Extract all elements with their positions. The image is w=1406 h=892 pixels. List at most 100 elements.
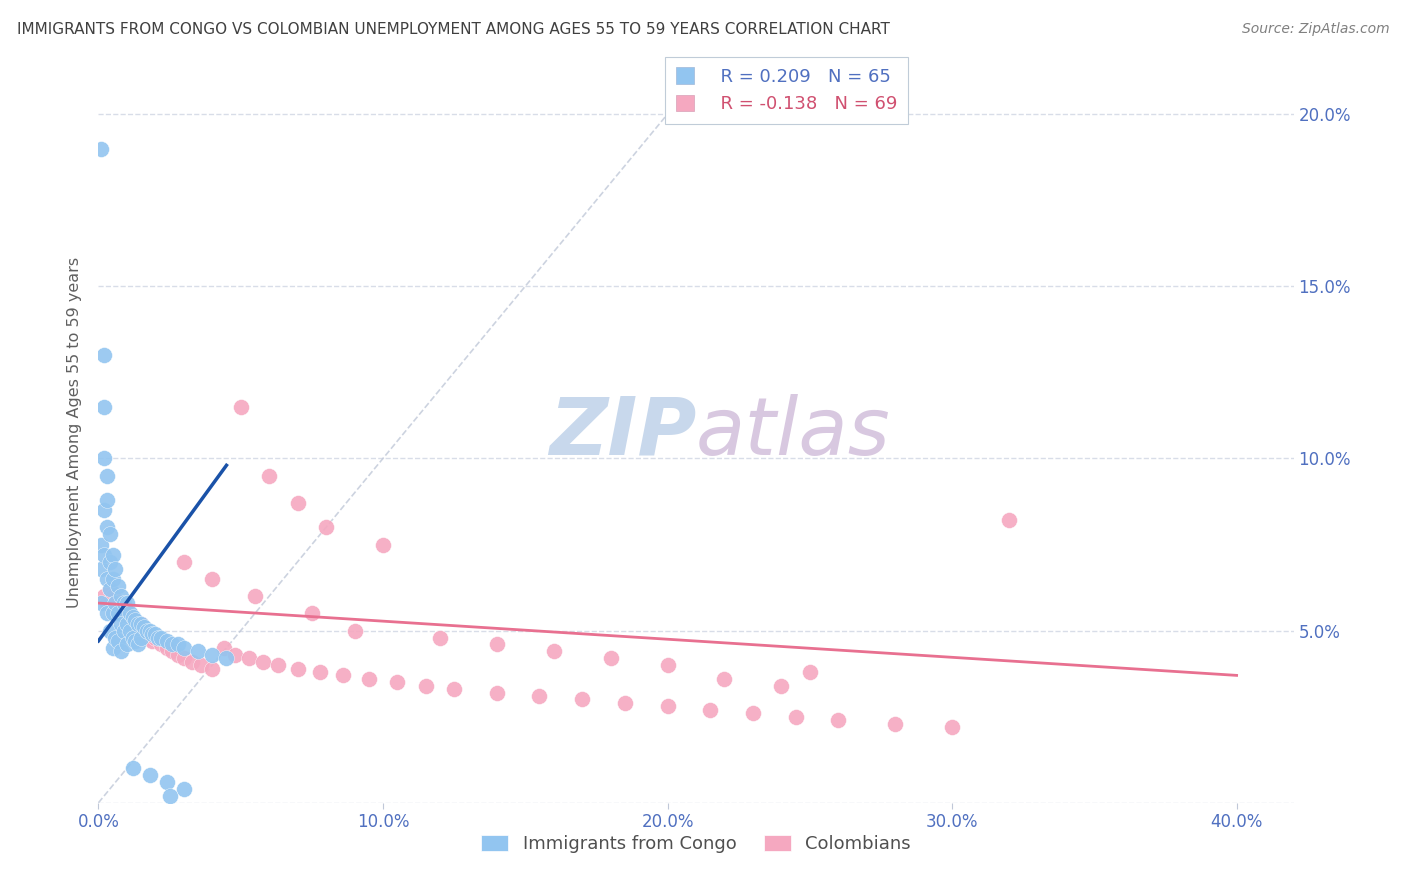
Legend: Immigrants from Congo, Colombians: Immigrants from Congo, Colombians [474, 828, 918, 861]
Point [101, 607, 124, 621]
Point [173, 555, 195, 569]
Text: ZIP: ZIP [548, 393, 696, 472]
Point [238, 651, 260, 665]
Point [107, 607, 129, 621]
Point [141, 627, 163, 641]
Point [107, 579, 129, 593]
Point [827, 713, 849, 727]
Point [713, 672, 735, 686]
Point [657, 699, 679, 714]
Point [96, 596, 118, 610]
Point [104, 631, 127, 645]
Point [143, 627, 166, 641]
Point [96, 468, 118, 483]
Point [129, 616, 152, 631]
Point [124, 613, 146, 627]
Point [93, 400, 115, 414]
Point [93, 348, 115, 362]
Point [101, 548, 124, 562]
Point [599, 651, 621, 665]
Point [301, 607, 323, 621]
Point [121, 613, 143, 627]
Point [98, 582, 121, 597]
Point [124, 634, 146, 648]
Point [107, 603, 129, 617]
Point [132, 620, 155, 634]
Point [156, 640, 179, 655]
Point [998, 513, 1021, 527]
Point [229, 400, 252, 414]
Point [104, 596, 127, 610]
Point [93, 589, 115, 603]
Point [90, 537, 112, 551]
Y-axis label: Unemployment Among Ages 55 to 59 years: Unemployment Among Ages 55 to 59 years [67, 257, 83, 608]
Point [159, 789, 181, 803]
Point [485, 685, 508, 699]
Point [129, 631, 152, 645]
Point [118, 610, 141, 624]
Point [167, 637, 190, 651]
Point [127, 616, 149, 631]
Point [148, 631, 170, 645]
Point [799, 665, 821, 679]
Point [98, 624, 121, 638]
Point [252, 655, 274, 669]
Point [104, 596, 127, 610]
Text: IMMIGRANTS FROM CONGO VS COLOMBIAN UNEMPLOYMENT AMONG AGES 55 TO 59 YEARS CORREL: IMMIGRANTS FROM CONGO VS COLOMBIAN UNEMP… [17, 22, 890, 37]
Point [96, 607, 118, 621]
Point [181, 655, 204, 669]
Point [173, 782, 195, 797]
Point [884, 716, 907, 731]
Point [243, 589, 266, 603]
Point [267, 658, 290, 673]
Point [699, 703, 721, 717]
Point [93, 503, 115, 517]
Point [415, 679, 437, 693]
Point [343, 624, 366, 638]
Point [485, 637, 508, 651]
Point [118, 624, 141, 638]
Point [121, 610, 143, 624]
Point [443, 682, 465, 697]
Point [93, 451, 115, 466]
Point [150, 637, 173, 651]
Point [156, 634, 179, 648]
Point [257, 468, 280, 483]
Point [110, 644, 132, 658]
Point [212, 640, 235, 655]
Point [529, 689, 551, 703]
Point [150, 631, 173, 645]
Point [90, 142, 112, 156]
Point [121, 631, 143, 645]
Point [138, 631, 160, 645]
Point [112, 624, 135, 638]
Point [115, 596, 138, 610]
Point [201, 661, 224, 675]
Point [143, 631, 166, 645]
Point [124, 616, 146, 631]
Point [613, 696, 636, 710]
Point [173, 640, 195, 655]
Text: atlas: atlas [696, 393, 891, 472]
Point [332, 668, 354, 682]
Point [741, 706, 763, 721]
Point [118, 607, 141, 621]
Point [138, 624, 160, 638]
Point [129, 616, 152, 631]
Point [141, 634, 163, 648]
Point [201, 648, 224, 662]
Point [115, 616, 138, 631]
Point [190, 658, 212, 673]
Point [657, 658, 679, 673]
Point [115, 637, 138, 651]
Point [110, 589, 132, 603]
Point [138, 768, 160, 782]
Point [371, 537, 394, 551]
Point [156, 775, 179, 789]
Point [132, 624, 155, 638]
Point [127, 620, 149, 634]
Point [104, 561, 127, 575]
Point [201, 572, 224, 586]
Point [90, 561, 112, 575]
Point [785, 709, 807, 723]
